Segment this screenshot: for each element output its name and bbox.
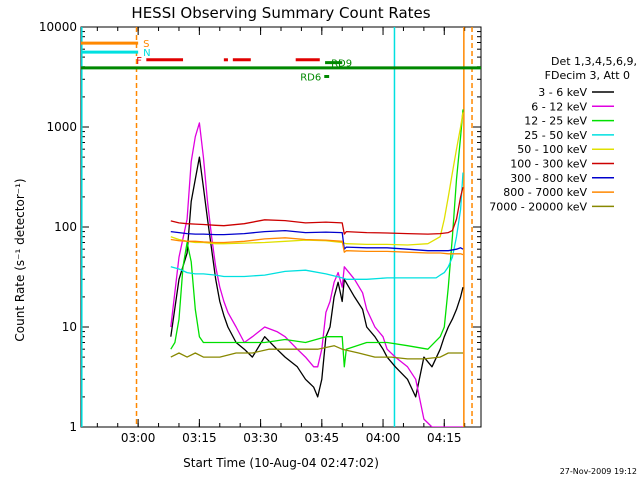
flag-label-3: RD6 xyxy=(300,72,321,83)
series-line-6 xyxy=(170,229,464,252)
series-line-7 xyxy=(170,237,464,256)
y-tick-label-2: 100 xyxy=(54,220,77,234)
y-tick-label-1: 10 xyxy=(62,320,77,334)
legend-header-line-1: Det 1,3,4,5,6,9, xyxy=(551,55,637,68)
footer-timestamp: 27-Nov-2009 19:12 xyxy=(560,467,637,476)
legend: Det 1,3,4,5,6,9,FDecim 3, Att 0 3 - 6 keV… xyxy=(489,55,637,213)
series-line-2 xyxy=(170,109,464,368)
plot-area: 03:00 03:15 03:30 03:45 04:00 04:15 1 10 100 1000… xyxy=(39,20,482,445)
chart-title: HESSI Observing Summary Count Rates xyxy=(131,4,430,22)
y-tick-label-0: 1 xyxy=(69,420,77,434)
x-tick-label-1: 03:15 xyxy=(182,431,217,445)
series-line-8 xyxy=(170,345,463,360)
x-tick-label-4: 04:00 xyxy=(366,431,401,445)
series-line-1 xyxy=(170,122,463,427)
legend-label-7: 800 - 7000 keV xyxy=(503,186,587,199)
flag-label-4: RD9 xyxy=(331,59,352,70)
y-tick-label-4: 10000 xyxy=(39,20,77,34)
legend-label-2: 12 - 25 keV xyxy=(524,115,587,128)
x-tick-label-3: 03:45 xyxy=(305,431,340,445)
x-axis-label: Start Time (10-Aug-04 02:47:02) xyxy=(183,456,379,470)
legend-label-5: 100 - 300 keV xyxy=(510,158,587,171)
y-axis-label: Count Rate (s⁻¹ detector⁻¹) xyxy=(13,178,27,341)
x-tick-label-0: 03:00 xyxy=(121,431,156,445)
x-tick-label-2: 03:30 xyxy=(243,431,278,445)
flag-label-0: S xyxy=(143,39,149,50)
legend-label-3: 25 - 50 keV xyxy=(524,129,587,142)
series-line-5 xyxy=(170,187,464,235)
flag-label-2: F xyxy=(136,56,142,67)
legend-label-4: 50 - 100 keV xyxy=(517,143,587,156)
flag-label-1: N xyxy=(143,48,150,59)
series-line-3 xyxy=(170,172,464,280)
legend-label-0: 3 - 6 keV xyxy=(538,86,587,99)
legend-label-1: 6 - 12 keV xyxy=(531,100,587,113)
x-tick-label-5: 04:15 xyxy=(427,431,462,445)
legend-header-line-2: FDecim 3, Att 0 xyxy=(545,69,630,82)
legend-label-6: 300 - 800 keV xyxy=(510,172,587,185)
y-tick-label-3: 1000 xyxy=(46,120,77,134)
data-layer xyxy=(81,27,481,427)
legend-label-8: 7000 - 20000 keV xyxy=(489,200,587,213)
